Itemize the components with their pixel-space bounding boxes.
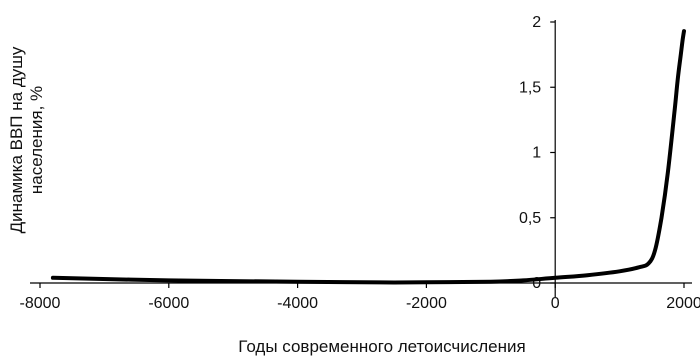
y-tick-label: 2 xyxy=(532,14,541,31)
x-tick-label: 2000 xyxy=(666,295,700,312)
y-tick-label: 1,5 xyxy=(519,79,541,96)
y-tick-label: 0 xyxy=(532,275,541,292)
series-line xyxy=(50,29,686,285)
y-tick-label: 1 xyxy=(532,145,541,162)
x-tick-label: -6000 xyxy=(148,295,189,312)
y-axis-title: Динамика ВВП на душу населения, % xyxy=(7,46,46,233)
x-tick-label: -8000 xyxy=(20,295,61,312)
y-tick-label: 0,5 xyxy=(519,210,541,227)
y-axis-title-line: Динамика ВВП на душу xyxy=(7,46,26,233)
series-layer xyxy=(50,29,686,285)
x-axis: -8000 -6000 -4000 -2000 0 2000 xyxy=(20,282,700,312)
y-axis: 0 0,5 1 1,5 2 xyxy=(519,14,556,297)
y-axis-title-line: населения, % xyxy=(27,86,46,194)
x-tick-label: -2000 xyxy=(406,295,447,312)
x-tick-label: -4000 xyxy=(277,295,318,312)
x-tick-label: 0 xyxy=(551,295,560,312)
x-axis-title: Годы современного летоисчисления xyxy=(238,337,525,356)
